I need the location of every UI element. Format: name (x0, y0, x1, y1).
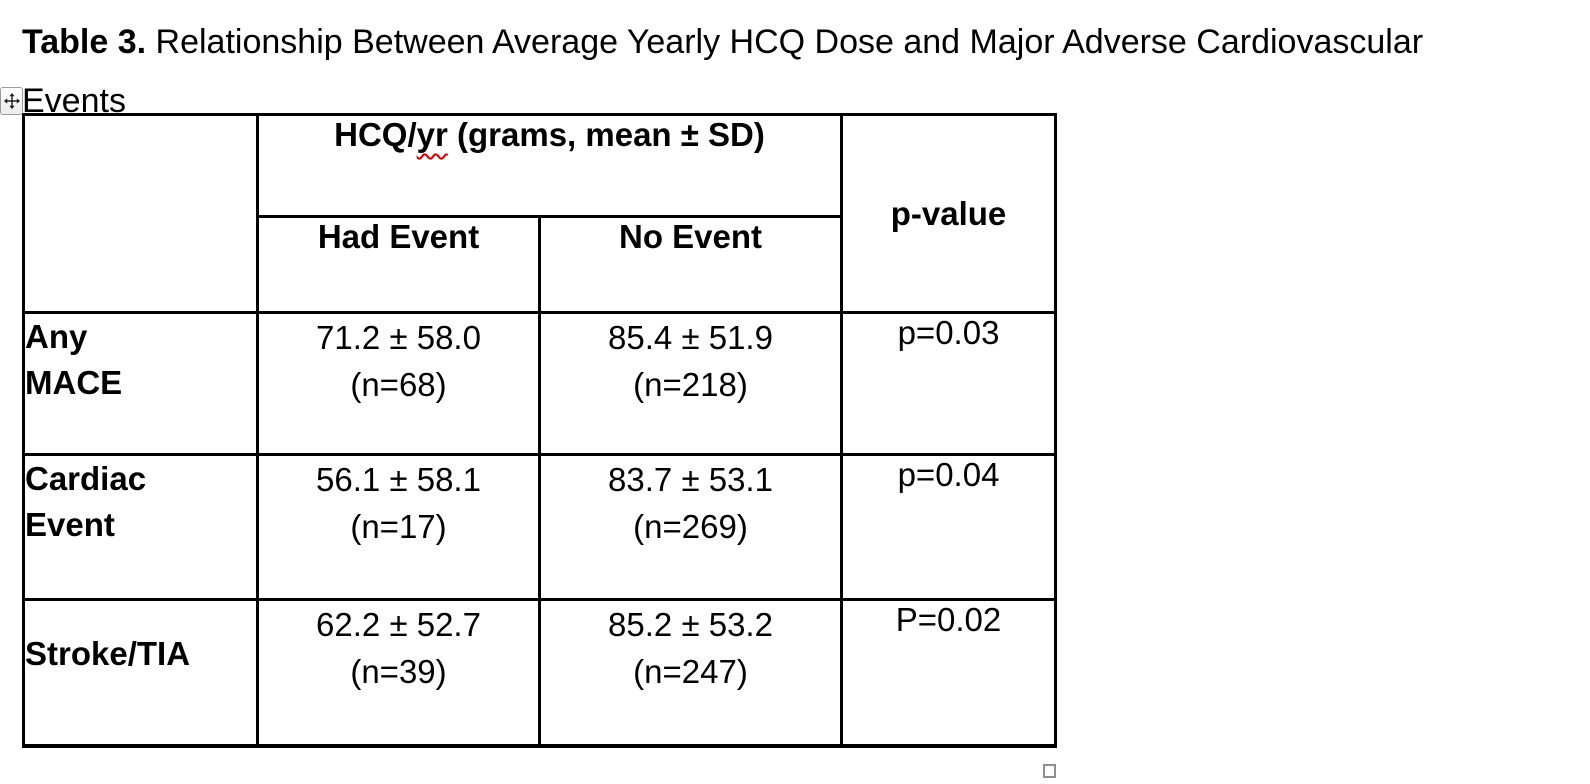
had-event-data-cell[interactable]: 71.2 ± 58.0 (n=68) (256, 311, 541, 456)
n-count: (n=269) (633, 508, 748, 545)
table-resize-handle[interactable] (1043, 764, 1056, 778)
header-row-1: HCQ/yr (grams, mean ± SD) p-value (22, 113, 1058, 314)
p-value-cell[interactable]: P=0.02 (840, 598, 1058, 748)
had-event-data-cell[interactable]: 56.1 ± 58.1 (n=17) (256, 453, 541, 601)
no-event-header-cell[interactable]: No Event (537, 215, 844, 314)
row-label-cell[interactable]: Stroke/TIA (22, 598, 259, 748)
hcq-group-header-cell[interactable]: HCQ/yr (grams, mean ± SD) (255, 113, 844, 218)
n-count: (n=68) (350, 366, 447, 403)
row-label-line: MACE (25, 364, 123, 401)
table-row-cardiac-event: Cardiac Event 56.1 ± 58.1 (n=17) 83.7 ± … (22, 453, 1058, 601)
hcq-header-prefix: HCQ/ (334, 116, 417, 154)
p-value-header-cell[interactable]: p-value (840, 113, 1058, 314)
row-label-line: Cardiac (25, 460, 147, 497)
n-count: (n=39) (350, 653, 447, 690)
corner-empty-cell[interactable] (22, 113, 259, 314)
mean-sd-value: 62.2 ± 52.7 (316, 606, 481, 643)
row-label-line: Event (25, 506, 115, 543)
n-count: (n=218) (633, 366, 748, 403)
hcq-mace-table: HCQ/yr (grams, mean ± SD) p-value Had Ev… (22, 113, 1058, 748)
p-value-cell[interactable]: p=0.04 (840, 453, 1058, 601)
hcq-header-suffix: (grams, mean ± SD) (447, 116, 765, 154)
table-caption-text-line1: Relationship Between Average Yearly HCQ … (146, 23, 1424, 61)
row-label-line: Any (25, 318, 88, 355)
row-label-cell[interactable]: Any MACE (22, 311, 259, 456)
mean-sd-value: 71.2 ± 58.0 (316, 319, 481, 356)
no-event-data-cell[interactable]: 85.2 ± 53.2 (n=247) (537, 598, 844, 748)
table-move-handle[interactable] (0, 87, 23, 115)
table-caption-number: Table 3. (22, 23, 147, 61)
table-row-stroke-tia: Stroke/TIA 62.2 ± 52.7 (n=39) 85.2 ± 53.… (22, 598, 1058, 748)
spellcheck-squiggle-word: yr (416, 116, 448, 154)
move-icon (3, 93, 20, 109)
row-label-cell[interactable]: Cardiac Event (22, 453, 259, 601)
mean-sd-value: 85.4 ± 51.9 (608, 319, 773, 356)
n-count: (n=17) (350, 508, 447, 545)
row-label-line: Stroke/TIA (25, 635, 191, 672)
mean-sd-value: 83.7 ± 53.1 (608, 461, 773, 498)
mean-sd-value: 85.2 ± 53.2 (608, 606, 773, 643)
n-count: (n=247) (633, 653, 748, 690)
no-event-data-cell[interactable]: 85.4 ± 51.9 (n=218) (537, 311, 844, 456)
table-row-any-mace: Any MACE 71.2 ± 58.0 (n=68) 85.4 ± 51.9 … (22, 311, 1058, 456)
mean-sd-value: 56.1 ± 58.1 (316, 461, 481, 498)
header-row-2: Had Event No Event (24, 215, 1056, 314)
had-event-data-cell[interactable]: 62.2 ± 52.7 (n=39) (256, 598, 541, 748)
p-value-cell[interactable]: p=0.03 (840, 311, 1058, 456)
table-caption[interactable]: Table 3. Relationship Between Average Ye… (22, 13, 1578, 131)
no-event-data-cell[interactable]: 83.7 ± 53.1 (n=269) (537, 453, 844, 601)
had-event-header-cell[interactable]: Had Event (256, 215, 541, 314)
